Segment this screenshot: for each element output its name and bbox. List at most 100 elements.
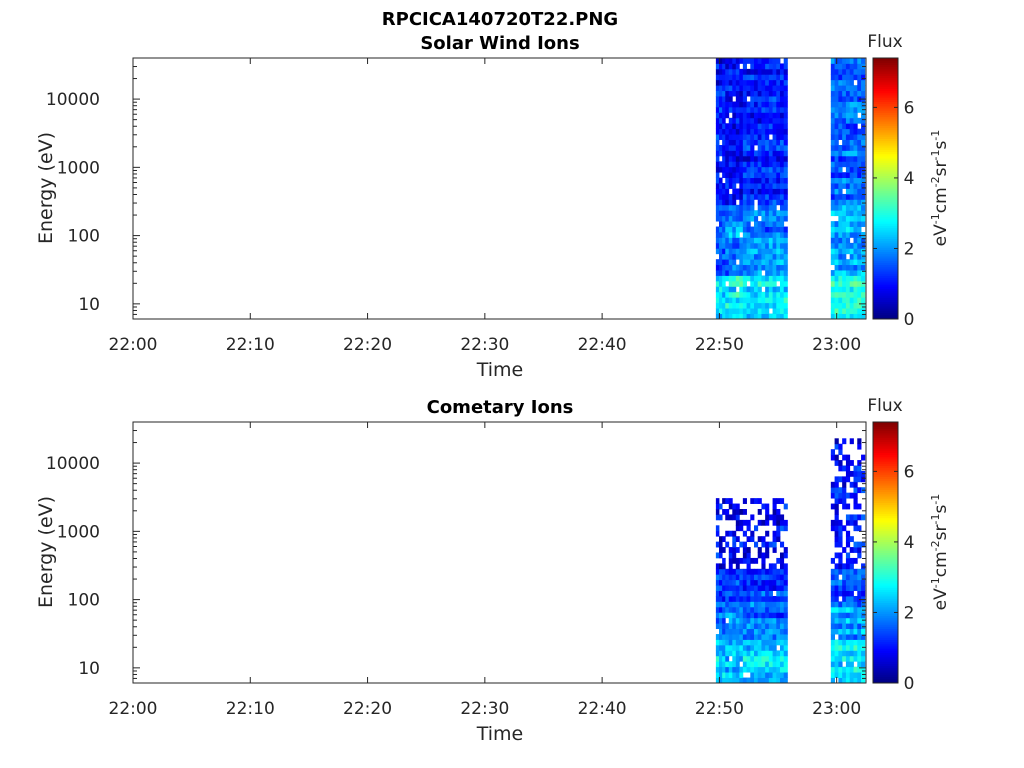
- heatmap-cell: [783, 134, 788, 140]
- heatmap-cell: [783, 259, 788, 266]
- heatmap-cell: [742, 275, 747, 282]
- heatmap-cell: [834, 628, 839, 635]
- heatmap-cell: [834, 574, 839, 581]
- heatmap-cell: [772, 601, 777, 608]
- heatmap-cell: [754, 166, 759, 173]
- heatmap-cell: [761, 79, 766, 86]
- heatmap-cell: [746, 568, 751, 575]
- heatmap-cell: [728, 313, 733, 320]
- heatmap-cell: [857, 264, 862, 271]
- heatmap-cell: [722, 563, 726, 570]
- colorbar-segment: [873, 77, 898, 81]
- heatmap-cell: [779, 280, 785, 287]
- heatmap-cell: [845, 579, 851, 586]
- heatmap-cell: [861, 644, 866, 651]
- heatmap-cell: [779, 579, 785, 586]
- heatmap-cell: [765, 308, 770, 314]
- heatmap-cell: [732, 150, 737, 157]
- heatmap-cell: [838, 541, 843, 548]
- heatmap-cell: [728, 193, 733, 200]
- heatmap-cell: [776, 601, 781, 608]
- colorbar-segment: [873, 99, 898, 102]
- heatmap-cell: [838, 492, 843, 499]
- heatmap-cell: [732, 275, 737, 282]
- heatmap-cell: [845, 552, 851, 559]
- heatmap-cell: [772, 177, 777, 184]
- heatmap-cell: [853, 128, 858, 135]
- heatmap-cell: [849, 166, 854, 173]
- heatmap-cell: [768, 617, 773, 624]
- heatmap-cell: [783, 650, 788, 657]
- heatmap-cell: [834, 585, 839, 591]
- heatmap-cell: [853, 188, 858, 195]
- heatmap-cell: [715, 145, 720, 151]
- heatmap-cell: [732, 297, 737, 304]
- heatmap-cell: [722, 117, 726, 124]
- heatmap-cell: [834, 498, 839, 504]
- heatmap-cell: [715, 634, 720, 640]
- heatmap-cell: [739, 85, 744, 92]
- heatmap-cell: [779, 612, 785, 619]
- heatmap-cell: [732, 552, 737, 559]
- heatmap-cell: [783, 199, 788, 206]
- heatmap-cell: [845, 101, 851, 108]
- heatmap-cell: [838, 134, 843, 140]
- heatmap-cell: [838, 617, 843, 624]
- heatmap-cell: [742, 612, 747, 619]
- heatmap-cell: [746, 85, 751, 92]
- colorbar-segment: [873, 227, 898, 231]
- heatmap-cell: [838, 68, 843, 75]
- x-tick-label: 22:50: [695, 699, 744, 719]
- colorbar-segment: [873, 472, 898, 475]
- colorbar-segment: [873, 303, 898, 307]
- heatmap-cell: [761, 112, 766, 119]
- colorbar-segment: [873, 491, 898, 495]
- heatmap-cell: [845, 90, 851, 97]
- heatmap-cell: [779, 226, 785, 233]
- colorbar-segment: [873, 264, 898, 268]
- heatmap-cell: [853, 134, 858, 140]
- heatmap-cell: [725, 150, 730, 157]
- heatmap-cell: [739, 117, 744, 124]
- heatmap-cell: [834, 275, 839, 282]
- heatmap-cell: [742, 308, 747, 314]
- heatmap-cell: [768, 313, 773, 320]
- heatmap-cell: [849, 112, 854, 119]
- heatmap-cell: [732, 204, 737, 211]
- heatmap-cell: [861, 58, 866, 64]
- heatmap-cell: [739, 568, 744, 575]
- heatmap-cell: [849, 557, 854, 564]
- heatmap-cell: [776, 253, 781, 260]
- colorbar-segment: [873, 73, 898, 76]
- heatmap-cell: [838, 661, 843, 668]
- colorbar-segment: [873, 81, 898, 85]
- heatmap-cell: [728, 226, 733, 233]
- heatmap-cell: [779, 199, 785, 206]
- heatmap-cell: [757, 590, 762, 597]
- heatmap-cell: [719, 291, 723, 298]
- heatmap-cell: [857, 634, 862, 640]
- heatmap-cell: [722, 628, 726, 635]
- heatmap-cell: [746, 297, 751, 304]
- heatmap-cell: [842, 226, 847, 233]
- heatmap-cell: [735, 128, 740, 135]
- heatmap-cell: [725, 58, 730, 64]
- heatmap-cell: [853, 63, 858, 70]
- heatmap-cell: [776, 172, 781, 179]
- colorbar-segment: [873, 149, 898, 153]
- heatmap-cell: [861, 232, 866, 238]
- heatmap-cell: [853, 242, 858, 249]
- colorbar-segment: [873, 151, 898, 155]
- heatmap-cell: [739, 628, 744, 635]
- colorbar-segment: [873, 131, 898, 135]
- heatmap-cell: [849, 226, 854, 233]
- colorbar-segment: [873, 563, 898, 567]
- heatmap-cell: [853, 215, 858, 222]
- heatmap-cell: [754, 123, 759, 130]
- heatmap-cell: [783, 145, 788, 151]
- heatmap-cell: [735, 585, 740, 591]
- heatmap-cell: [772, 117, 777, 124]
- heatmap-cell: [715, 585, 720, 591]
- colorbar-segment: [873, 108, 898, 111]
- heatmap-cell: [776, 672, 781, 678]
